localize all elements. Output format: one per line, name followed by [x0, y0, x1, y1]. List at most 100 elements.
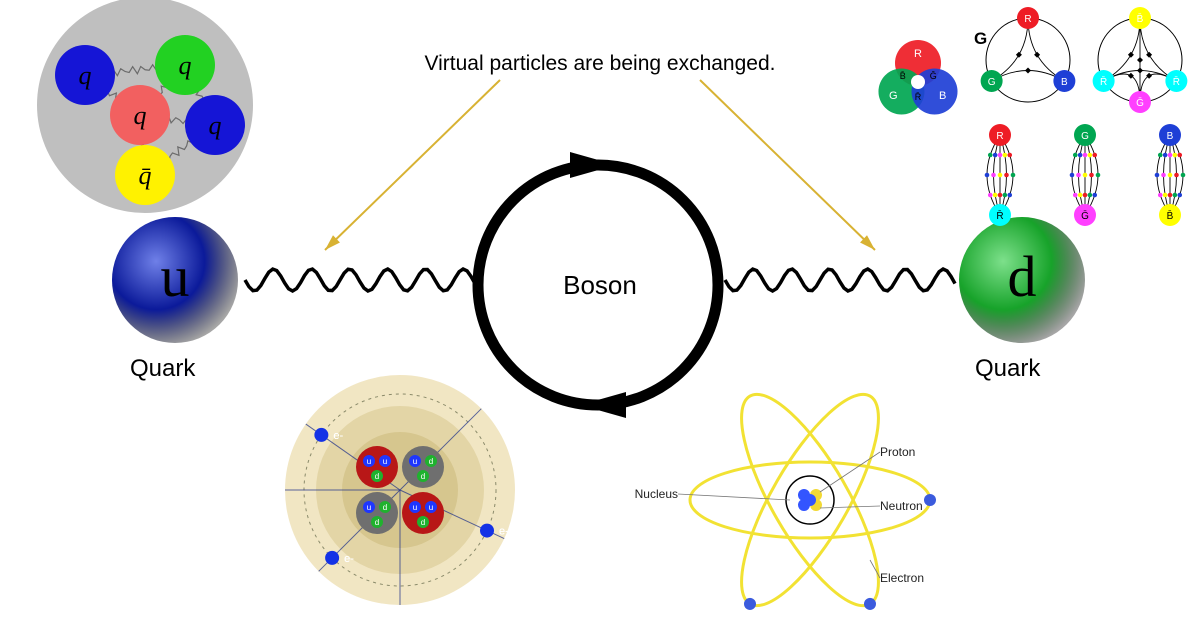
atom-label-proton: Proton	[880, 445, 915, 459]
cluster-quark-label: q	[179, 51, 192, 80]
cluster-quark-label: q	[134, 101, 147, 130]
electron	[325, 551, 339, 565]
atom-label-electron: Electron	[880, 571, 924, 585]
strand-dot	[988, 153, 993, 158]
electron-label: e-	[499, 526, 509, 538]
strand-dot	[1174, 173, 1179, 178]
strand-dot	[1177, 153, 1182, 158]
strand-dot	[1083, 193, 1088, 198]
strand-dot	[1007, 153, 1012, 158]
meson-bot-label: B̄	[1167, 209, 1174, 222]
sub-quark-label: d	[421, 518, 425, 527]
strand-dot	[1163, 153, 1168, 158]
meson-bot-label: R̄	[996, 209, 1003, 222]
strand-dot	[1173, 153, 1178, 158]
strand-dot	[1083, 173, 1088, 178]
electron	[480, 524, 494, 538]
strand-dot	[1089, 173, 1094, 178]
atom-label-nucleus: Nucleus	[635, 487, 678, 501]
meson-top-label: R	[996, 131, 1003, 142]
strand-dot	[1158, 153, 1163, 158]
color-node-label: Ḡ	[1136, 97, 1144, 109]
venn-label: B̄	[900, 71, 906, 81]
meson-top-label: B	[1167, 131, 1174, 142]
strand-dot	[1173, 193, 1178, 198]
color-node-label: R	[1024, 14, 1031, 25]
edge-arrow-icon	[1146, 52, 1152, 58]
strand-dot	[998, 173, 1003, 178]
venn-label: G	[889, 90, 898, 102]
color-node-label: G	[988, 77, 996, 88]
color-node-label: B	[1061, 77, 1068, 88]
strand-dot	[1007, 193, 1012, 198]
strand-dot	[991, 173, 996, 178]
color-node-label: R̄	[1173, 75, 1180, 88]
edge-arrow-icon	[1016, 52, 1022, 58]
strand-dot	[1011, 173, 1016, 178]
gold-arrow-left	[325, 80, 500, 250]
sub-quark-label: u	[367, 503, 371, 512]
quark-left-label: Quark	[130, 355, 230, 383]
strand-dot	[1003, 153, 1008, 158]
strand-dot	[1163, 193, 1168, 198]
edge-arrow-icon	[1137, 68, 1143, 74]
cluster-quark-label: q	[79, 61, 92, 90]
sub-quark-label: u	[413, 503, 417, 512]
rgb-venn: RGBB̄ḠR̄	[878, 40, 957, 115]
strand-dot	[1003, 193, 1008, 198]
venn-label: R	[914, 48, 922, 60]
strand-dot	[998, 193, 1003, 198]
cluster-quark-label: q	[209, 111, 222, 140]
cluster-quark-label: q̄	[139, 161, 152, 190]
strand-dot	[1088, 193, 1093, 198]
venn-center	[911, 75, 925, 89]
strand-dot	[998, 153, 1003, 158]
right-quark-letter: d	[1008, 244, 1037, 309]
strand-dot	[1096, 173, 1101, 178]
strand-dot	[988, 193, 993, 198]
edge-arrow-icon	[1137, 57, 1143, 63]
color-graph: B̄R̄R̄Ḡ	[1093, 7, 1188, 113]
atom-nucleon	[804, 494, 816, 506]
propagator-left	[245, 269, 475, 291]
strand-dot	[993, 193, 998, 198]
venn-label: Ḡ	[930, 71, 937, 81]
sub-quark-label: u	[367, 457, 371, 466]
strand-dot	[1092, 153, 1097, 158]
strand-dot	[1161, 173, 1166, 178]
strand-dot	[1078, 193, 1083, 198]
strand-dot	[1004, 173, 1009, 178]
gold-arrow-right	[700, 80, 875, 250]
meson-top-label: G	[1081, 131, 1089, 142]
strand-dot	[1070, 173, 1075, 178]
strand-dot	[1155, 173, 1160, 178]
electron-label: e-	[344, 553, 354, 565]
meson-strand: B B̄	[1155, 124, 1186, 226]
strand-dot	[1158, 193, 1163, 198]
left-quark-letter: u	[161, 244, 190, 309]
graph-G-label: G	[974, 29, 987, 48]
strand-dot	[1168, 173, 1173, 178]
sub-quark-label: d	[375, 472, 379, 481]
strand-dot	[1076, 173, 1081, 178]
atom-label-neutron: Neutron	[880, 499, 923, 513]
propagator-right	[725, 269, 955, 291]
meson-bot-label: Ḡ	[1081, 210, 1089, 222]
strand-dot	[1168, 153, 1173, 158]
strand-dot	[1181, 173, 1186, 178]
strand-dot	[1073, 193, 1078, 198]
color-node-label: R̄	[1100, 75, 1107, 88]
sub-quark-label: u	[413, 457, 417, 466]
atom-electron	[924, 494, 936, 506]
meson-strand: R R̄	[985, 124, 1016, 226]
strand-dot	[993, 153, 998, 158]
strand-dot	[1083, 153, 1088, 158]
boson-label: Boson	[540, 270, 660, 301]
sub-quark-label: d	[421, 472, 425, 481]
strand-dot	[1168, 193, 1173, 198]
strand-dot	[1078, 153, 1083, 158]
quark-right-label: Quark	[975, 355, 1075, 383]
edge-arrow-icon	[1128, 52, 1134, 58]
sub-quark-label: d	[383, 503, 387, 512]
sub-quark-label: d	[375, 518, 379, 527]
